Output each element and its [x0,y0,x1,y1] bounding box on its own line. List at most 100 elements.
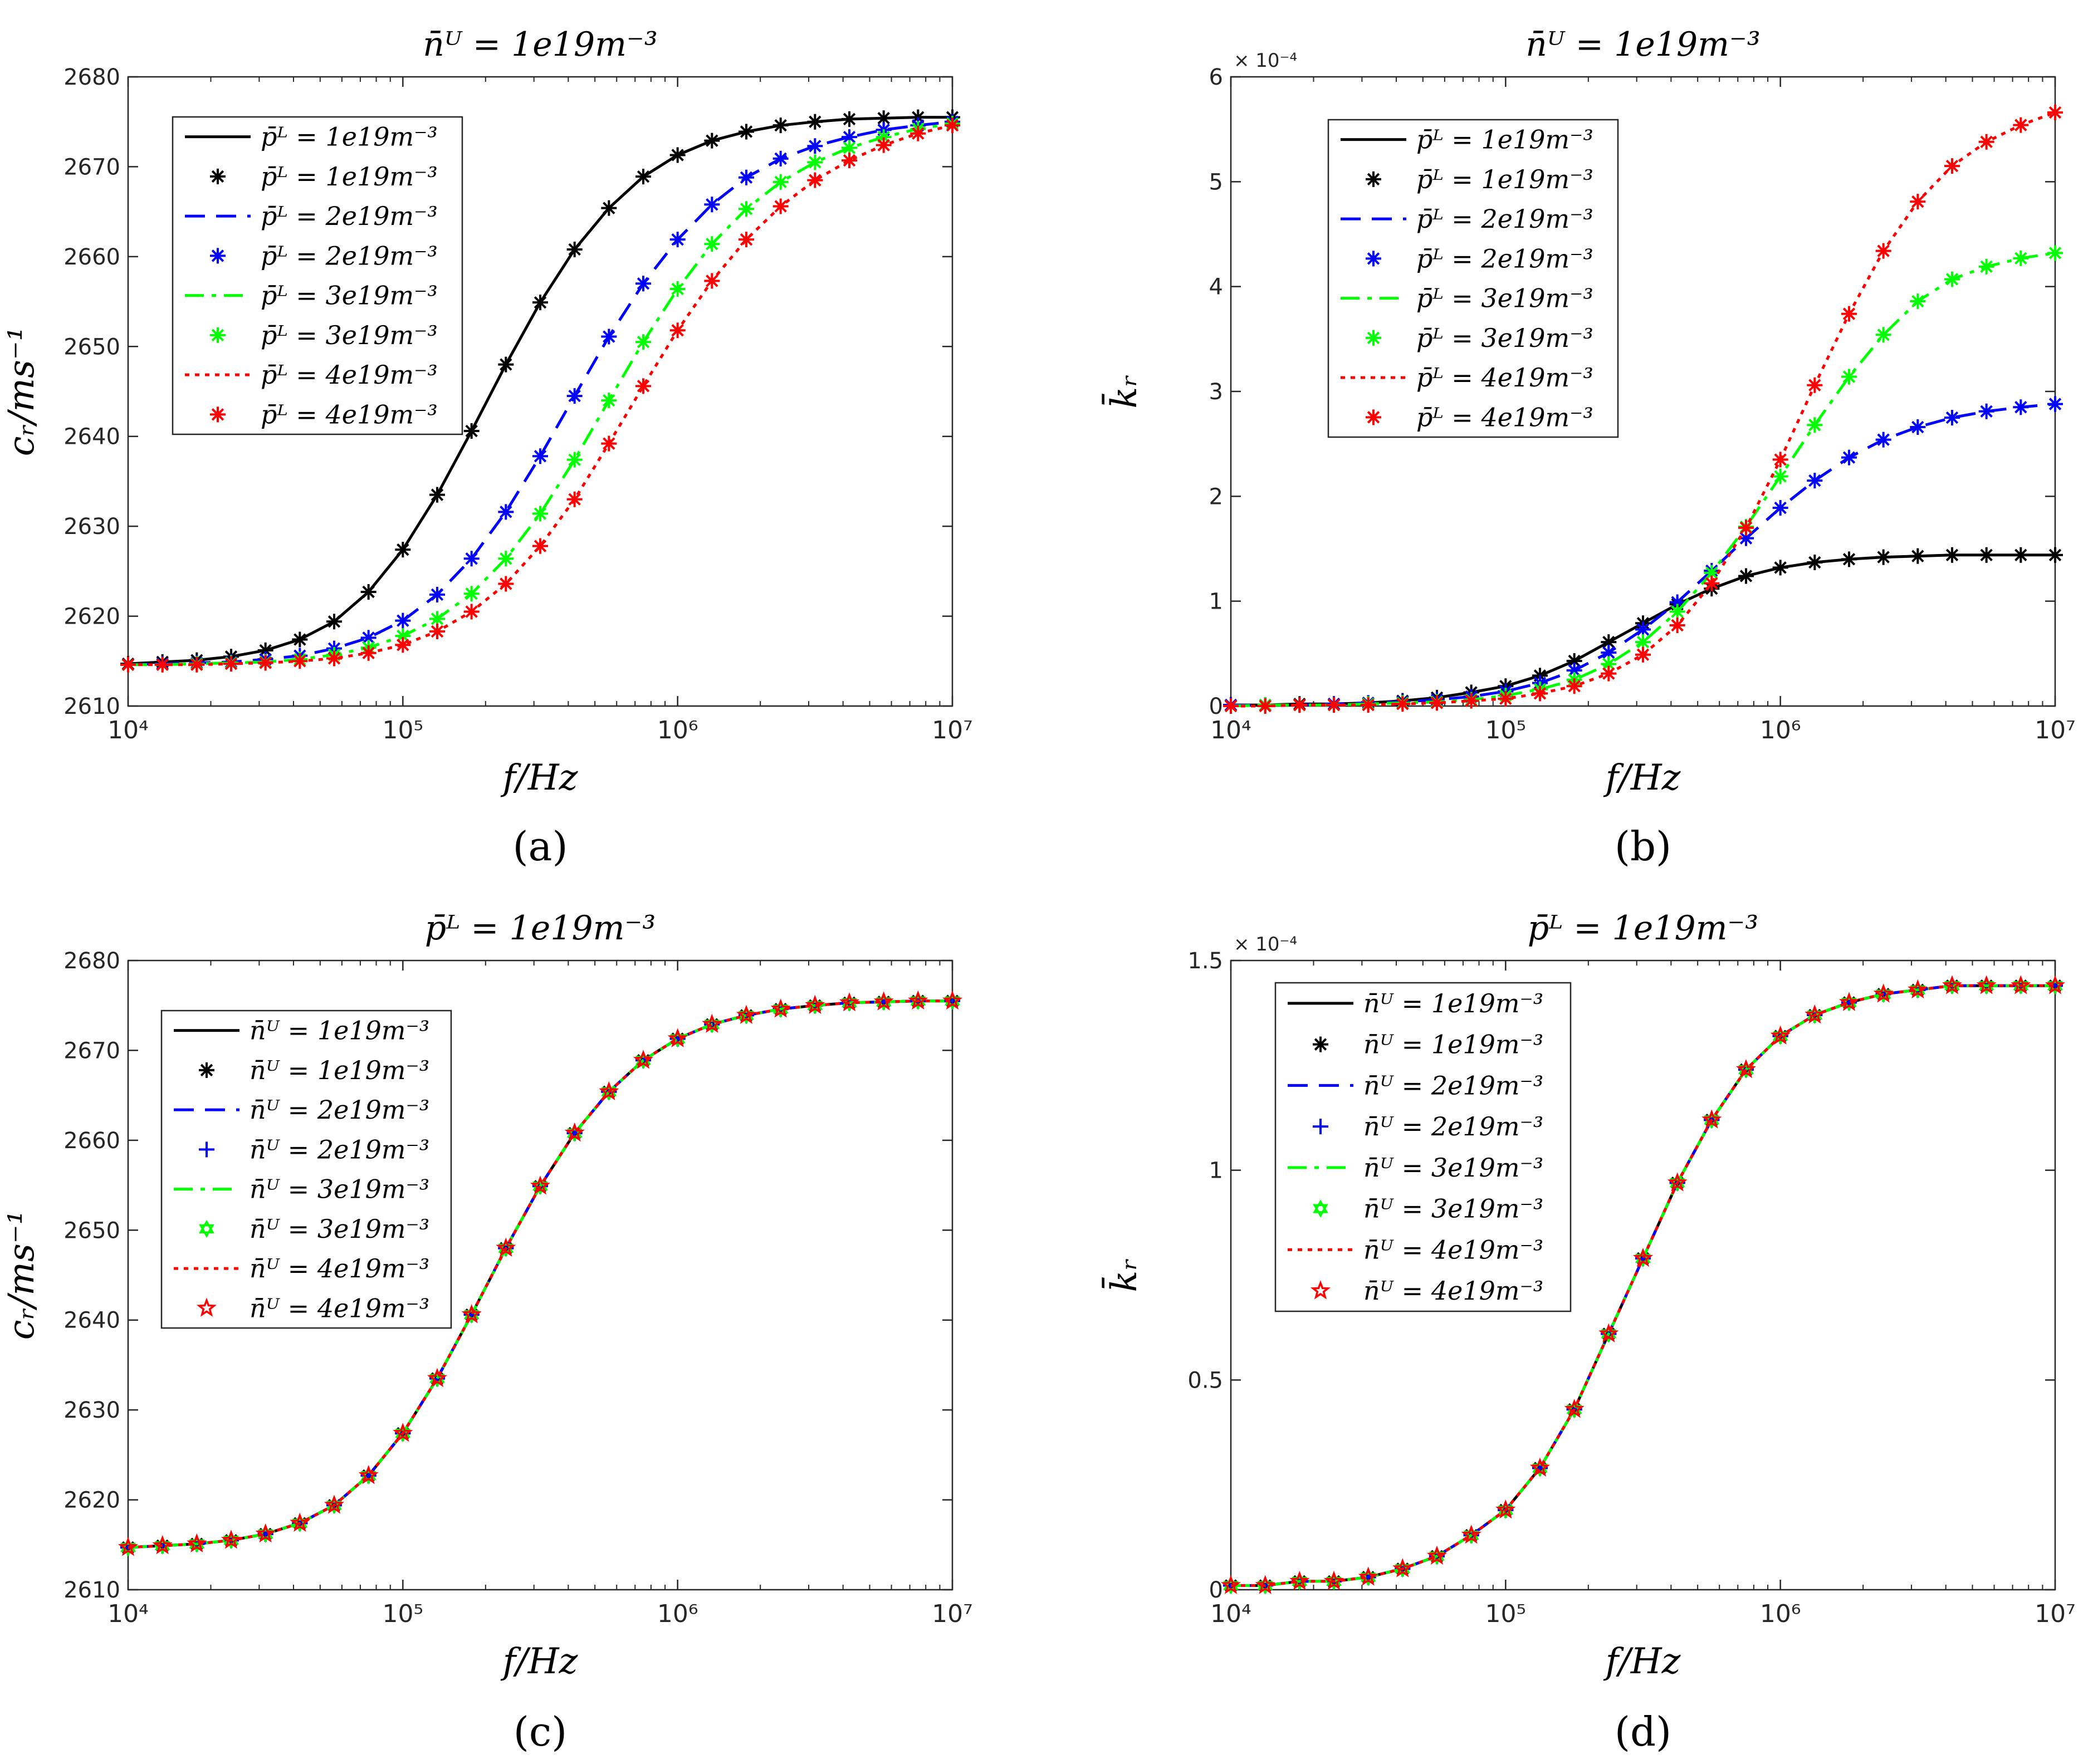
data-point [1704,565,1720,581]
legend-entry-label: p̄ᴸ = 2e19m⁻³ [1416,204,1593,234]
data-point [942,990,963,1010]
data-point [1875,549,1891,565]
data-point [1289,1570,1310,1590]
data-point [429,624,445,640]
data-point [1976,975,1997,994]
data-point [1944,547,1960,563]
data-point [566,491,583,507]
data-point [429,487,445,503]
legend-entry-label: p̄ᴸ = 3e19m⁻³ [1416,323,1593,353]
series-8 [1220,975,2066,1594]
data-point [1598,1323,1619,1342]
data-point [770,998,791,1018]
data-point [395,542,411,558]
data-point [1326,697,1342,713]
data-point [599,1081,619,1101]
data-point [326,650,342,667]
y-tick-label: 2620 [63,604,120,630]
legend-entry-label: n̄ᵁ = 4e19m⁻³ [250,1293,429,1323]
legend-entry-label: p̄ᴸ = 1e19m⁻³ [1416,125,1593,155]
data-point [807,114,823,130]
legend-swatch-marker [1313,1119,1328,1135]
data-point [1701,1109,1722,1129]
legend-swatch-marker-tri-down [1313,1204,1328,1218]
y-tick-label: 0 [1209,1577,1223,1603]
data-point [395,612,411,629]
y-axis-label: cᵣ/ms⁻¹ [1,1211,42,1340]
legend: n̄ᵁ = 1e19m⁻³ n̄ᵁ = 1e19m⁻³ n̄ᵁ = 2e19m⁻³ n… [1274,982,1572,1312]
data-point [395,628,411,644]
data-point [1564,1399,1585,1418]
data-point [876,137,892,153]
data-point [1807,417,1823,433]
data-point [669,281,686,297]
y-tick-label: 2610 [63,1577,120,1603]
legend-entry-label: n̄ᵁ = 4e19m⁻³ [1363,1234,1543,1265]
x-tick-label: 10⁶ [657,1600,698,1628]
data-point [1566,662,1582,678]
y-tick-label: 6 [1209,65,1223,90]
y-axis-label: cᵣ/ms⁻¹ [1,327,42,457]
data-point [1944,271,1960,287]
data-point [1838,992,1860,1011]
legend-entry-label: n̄ᵁ = 2e19m⁻³ [250,1095,429,1125]
data-point [945,117,960,134]
data-point [461,1304,482,1324]
data-point [1944,158,1960,174]
legend-entry-label: n̄ᵁ = 3e19m⁻³ [1363,1153,1543,1183]
data-point [633,1050,654,1069]
data-point [1635,634,1651,650]
legend-box [1327,119,1619,438]
legend-entry-label: n̄ᵁ = 4e19m⁻³ [1363,1276,1543,1306]
data-point [2013,547,2029,563]
data-point [1461,1525,1481,1544]
x-tick-label: 10⁷ [932,716,973,744]
y-tick-label: 0 [1209,694,1223,719]
chart-panel-c: 10⁴ 10⁵ 10⁶ 10⁷ 2610 2620 2630 2640 2650 2660 2670… [1,909,973,1755]
data-point [1738,568,1754,584]
data-point [601,435,617,452]
legend-swatch-marker-tri-down [199,1224,214,1238]
data-point [1910,194,1926,210]
data-point [463,423,480,439]
data-point [1910,419,1926,435]
data-point [739,169,754,185]
data-point [667,1028,688,1047]
data-point [2013,117,2029,133]
data-point [1738,520,1754,536]
data-point [532,295,548,311]
x-tick-label: 10⁵ [1485,1600,1527,1628]
data-point [1255,1575,1275,1594]
data-point [1566,653,1582,669]
data-point [1669,594,1685,610]
data-point [704,133,720,149]
y-tick-label: 2620 [63,1488,120,1513]
data-point [736,1004,757,1024]
legend-entry-label: p̄ᴸ = 4e19m⁻³ [261,399,438,429]
data-point [842,111,857,127]
data-point [532,448,548,464]
data-point [532,538,548,554]
data-point [1395,696,1411,712]
data-point [842,140,857,156]
series-8 [120,117,960,673]
data-point [1841,369,1857,385]
data-point [1978,134,1994,150]
legend-swatch-marker [196,1297,217,1317]
legend-box [160,1010,452,1329]
data-point [187,1533,207,1553]
legend-entry-label: p̄ᴸ = 4e19m⁻³ [1416,402,1593,432]
data-point [772,174,789,190]
data-point [807,154,823,170]
data-point [873,991,894,1011]
data-point [393,1423,413,1442]
data-point [1257,698,1273,714]
data-point [189,656,205,673]
data-point [1875,327,1891,343]
x-axis-label: f/Hz [501,1641,579,1682]
data-point [1805,1004,1825,1024]
legend-entry-label: n̄ᵁ = 3e19m⁻³ [250,1214,429,1244]
legend-entry-label: n̄ᵁ = 1e19m⁻³ [1363,988,1543,1018]
data-point [1601,656,1617,672]
